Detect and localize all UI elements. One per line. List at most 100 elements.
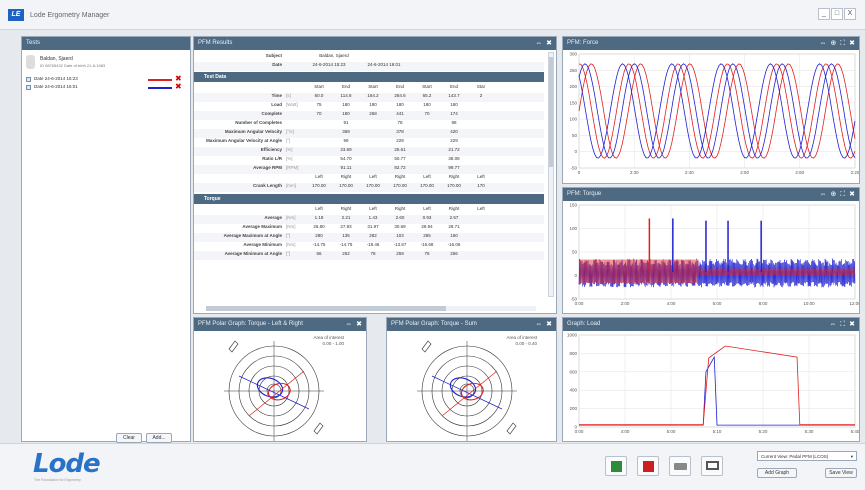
table-cell: 91 <box>343 120 349 125</box>
table-cell: 91.11 <box>340 165 352 170</box>
row-label: Complete <box>261 111 282 116</box>
row-unit: [%] <box>286 147 293 152</box>
y-tick-label: 600 <box>569 369 577 374</box>
y-tick-label: 150 <box>569 100 577 105</box>
table-cell: 284.6 <box>394 93 406 98</box>
y-tick-label: 0 <box>574 425 577 430</box>
torque-panel: PFM: Torque ⇔ ⊕ ⛶ ✖ 150 100 50 0 -50 0:00 2:00 4… <box>562 187 860 314</box>
polar-lr-panel: PFM Polar Graph: Torque - Left & Right ⇔ … <box>193 317 367 442</box>
horizontal-scrollbar[interactable] <box>206 306 536 311</box>
table-cell: -13.57 <box>393 242 407 247</box>
table-cell: 174 <box>450 111 458 116</box>
x-tick-label: 0:00 <box>575 429 584 434</box>
export-pdf-button[interactable] <box>637 456 659 476</box>
print-button[interactable] <box>669 456 691 476</box>
lode-logo: Lode <box>33 449 101 479</box>
panel-controls[interactable]: ⇔ ⊕ ⛶ ✖ <box>819 191 856 198</box>
panel-controls[interactable]: ⇔ ⊕ ⛶ ✖ <box>819 40 856 47</box>
table-row: Average Minimum at Angle [°] 66 262 78 259 78 2… <box>194 251 544 260</box>
test-row[interactable]: Date 24-6-2014 15:23 ✖ <box>24 74 188 83</box>
table-cell: 259 <box>396 251 404 256</box>
table-cell: -14.75 <box>339 242 353 247</box>
maximize-button[interactable]: □ <box>831 8 843 20</box>
row-unit: [s] <box>286 93 291 98</box>
row-label: Crank Length <box>252 183 282 188</box>
row-unit: [°] <box>286 138 291 143</box>
tests-panel: Tests Baldan, Sjaerd ID 98765432 Date of… <box>21 36 191 443</box>
column-header: Start <box>368 84 378 89</box>
table-row: Complete 70 180 268 441 70 174 <box>194 111 544 120</box>
footer-bar <box>0 443 865 490</box>
torque-series-line <box>578 259 856 283</box>
panel-controls[interactable]: ⇔ ⛶ ✖ <box>829 321 856 328</box>
subject-row[interactable]: Baldan, Sjaerd ID 98765432 Date of birth… <box>24 53 188 75</box>
add-graph-button[interactable]: Add Graph <box>757 468 797 478</box>
x-tick-label: 10:00 <box>803 301 815 306</box>
table-cell: 2 <box>479 93 483 98</box>
table-row: Load [Watt] 75 180 180 180 180 180 <box>194 102 544 111</box>
subject-name: Baldan, Sjaerd <box>40 56 73 62</box>
polar-curve <box>460 382 484 401</box>
row-label: Average Minimum <box>243 242 282 247</box>
crank-arrow-icon <box>313 422 324 435</box>
table-row: Number of Completes 91 78 98 <box>194 120 544 129</box>
column-header: Star <box>476 84 486 89</box>
table-row: Crank Length [mm] 170.00 170.00 170.00 170.00… <box>194 183 544 192</box>
load-panel: Graph: Load ⇔ ⛶ ✖ 1000 800 600 400 200 0 0:00 4:… <box>562 317 860 442</box>
row-label: Load <box>271 102 282 107</box>
panel-controls[interactable]: ⇔ ✖ <box>535 321 553 328</box>
table-cell: 82.72 <box>394 165 406 170</box>
x-tick-label: 8:00 <box>759 301 768 306</box>
table-cell: 180 <box>342 111 350 116</box>
torque-chart: 150 100 50 0 -500:00 2:00 4:00 6:00 8:00 10:00 12:… <box>569 203 859 307</box>
scroll-thumb[interactable] <box>549 57 553 167</box>
column-header: Left <box>315 174 323 179</box>
test-checkbox[interactable] <box>26 85 31 90</box>
table-cell: 60.0 <box>314 93 324 98</box>
column-header: Right <box>394 174 406 179</box>
load-series-line <box>579 355 855 426</box>
minimize-button[interactable]: _ <box>818 8 830 20</box>
table-cell: 285 <box>423 233 431 238</box>
table-row: Maximum Angular Velocity at Angle [°] 99 22… <box>194 138 544 147</box>
export-excel-button[interactable] <box>605 456 627 476</box>
test-color-swatch <box>148 87 172 89</box>
subject-meta: ID 98765432 Date of birth 21-8-1983 <box>40 63 106 68</box>
tests-panel-title: Tests <box>22 37 190 50</box>
clear-button[interactable]: Clear <box>116 433 142 443</box>
table-cell: 54.70 <box>340 156 352 161</box>
screen-button[interactable] <box>701 456 723 476</box>
section-header: Torque <box>194 194 544 204</box>
y-tick-label: 50 <box>572 133 578 138</box>
x-tick-label: 4:00 <box>667 301 676 306</box>
vertical-scrollbar[interactable] <box>548 52 554 297</box>
remove-test-icon[interactable]: ✖ <box>175 82 182 91</box>
view-select[interactable]: Current View: Pedal PFM (LCOS) ▾ <box>757 451 857 461</box>
x-tick-label: 2:00 <box>621 301 630 306</box>
test-row[interactable]: Date 24-6-2014 16:01 ✖ <box>24 82 188 91</box>
remove-test-icon[interactable]: ✖ <box>175 74 182 83</box>
side-header-row: Left Right Left Right Left Right Left <box>194 206 544 215</box>
panel-controls[interactable]: ⇔ ✖ <box>535 40 553 47</box>
y-tick-label: 800 <box>569 351 577 356</box>
close-button[interactable]: X <box>844 8 856 20</box>
force-series-line <box>578 63 856 159</box>
save-view-button[interactable]: Save View <box>825 468 857 478</box>
row-label: Time <box>271 93 282 98</box>
y-tick-label: 100 <box>569 117 577 122</box>
table-cell: 160 <box>450 233 458 238</box>
column-header-row: Start End Start End Start End Star <box>194 84 544 93</box>
table-cell: -18.46 <box>366 242 380 247</box>
polar-vector <box>248 370 305 417</box>
scroll-thumb[interactable] <box>206 306 446 311</box>
subject-value: Baldan, Sjaerd <box>319 53 349 58</box>
add-button[interactable]: Add... <box>146 433 172 443</box>
panel-controls[interactable]: ⇔ ✖ <box>345 321 363 328</box>
force-panel: PFM: Force ⇔ ⊕ ⛶ ✖ 300 250 200 150 100 50 0 -50 0… <box>562 36 860 184</box>
table-cell: 23.69 <box>340 147 352 152</box>
test-checkbox[interactable] <box>26 77 31 82</box>
y-tick-label: 50 <box>572 250 578 255</box>
column-header: End <box>341 84 350 89</box>
table-cell: 143.7 <box>448 93 460 98</box>
